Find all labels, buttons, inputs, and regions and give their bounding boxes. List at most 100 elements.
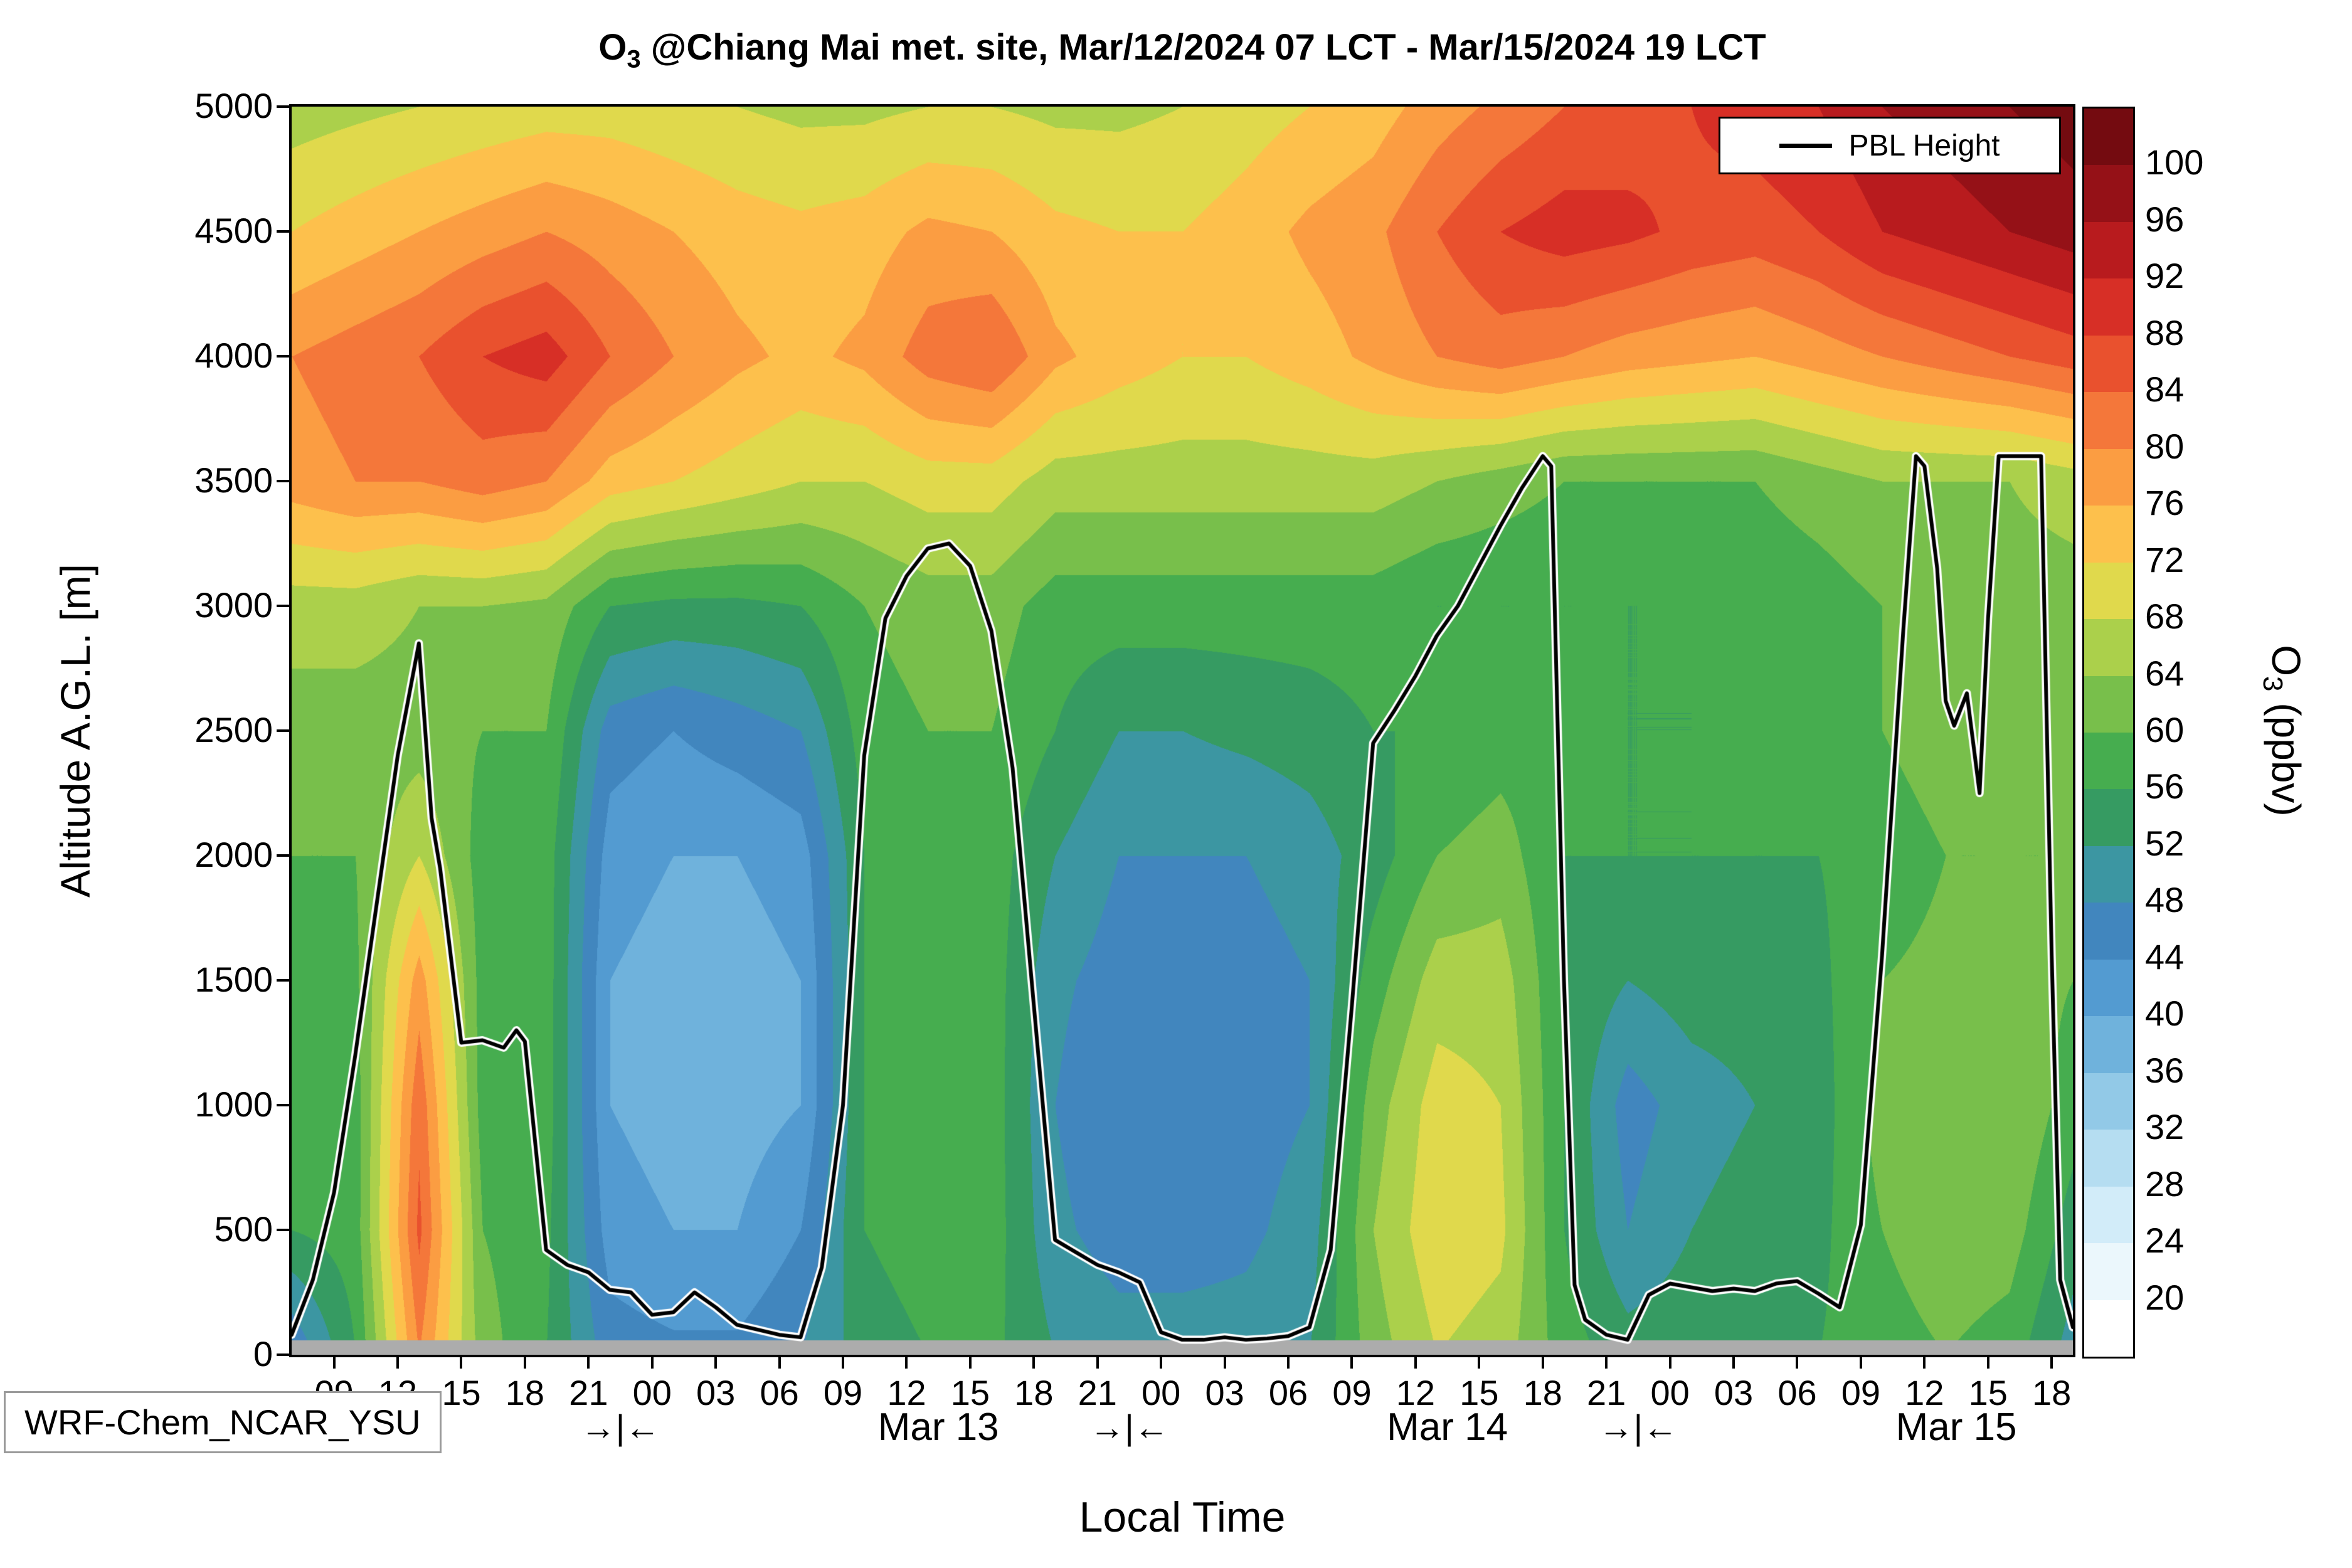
x-tickmark [1859,1355,1862,1369]
colorbar-band [2084,109,2133,166]
day-label: Mar 14 [1387,1406,1508,1449]
x-tick-label: 15 [1459,1373,1499,1412]
colorbar-label-units: (ppbv) [2263,691,2309,817]
x-tick-label: 12 [1905,1373,1944,1412]
x-tickmark [1032,1355,1036,1369]
y-tickmark [277,480,290,482]
colorbar-band [2084,619,2133,676]
colorbar-band [2084,165,2133,222]
colorbar-band [2084,1300,2133,1357]
colorbar-tick-label: 20 [2145,1277,2185,1317]
x-tick-label: 03 [696,1373,736,1412]
colorbar-tick-label: 32 [2145,1107,2185,1147]
y-tickmark [277,1353,290,1356]
colorbar-band [2084,1016,2133,1073]
x-tick-label: 12 [887,1373,926,1412]
colorbar-tick-label: 36 [2145,1050,2185,1090]
colorbar-tick-label: 92 [2145,256,2185,296]
x-tick-label: 15 [442,1373,481,1412]
x-tickmark [1160,1355,1163,1369]
x-tickmark [460,1355,463,1369]
x-tickmark [905,1355,908,1369]
colorbar-band [2084,1073,2133,1130]
colorbar-band [2084,675,2133,733]
x-tick-label: 21 [1078,1373,1117,1412]
colorbar-tick-label: 48 [2145,880,2185,920]
y-tickmark [277,105,290,108]
y-tick-label: 1500 [194,960,273,999]
y-tickmark [277,729,290,732]
y-tick-label: 4000 [194,336,273,375]
x-tick-label: 00 [632,1373,672,1412]
colorbar-band [2084,278,2133,336]
x-tickmark [968,1355,972,1369]
y-tick-label: 4500 [194,211,273,250]
x-tick-label: 09 [1841,1373,1881,1412]
colorbar-tick-label: 64 [2145,653,2185,693]
x-tickmark [778,1355,781,1369]
colorbar-tick-label: 80 [2145,426,2185,466]
colorbar-tick-label: 88 [2145,312,2185,352]
colorbar-label-subscript: 3 [2257,676,2289,692]
y-tick-label: 3500 [194,460,273,500]
title-subscript: 3 [627,45,641,73]
y-tick-label: 5000 [194,86,273,125]
x-tickmark [332,1355,336,1369]
x-tickmark [1287,1355,1290,1369]
y-tickmark [277,1229,290,1231]
day-label: Mar 15 [1895,1406,2017,1449]
pbl-line-sample-icon [1779,143,1833,148]
x-tickmark [1732,1355,1735,1369]
colorbar-tick-label: 56 [2145,766,2185,807]
x-tick-label: 06 [760,1373,799,1412]
y-tick-label: 2000 [194,835,273,874]
x-tickmark [1986,1355,1989,1369]
colorbar-band [2084,1243,2133,1300]
x-tickmark [1223,1355,1226,1369]
colorbar-tick-label: 84 [2145,369,2185,410]
colorbar-band [2084,789,2133,846]
x-tickmark [1541,1355,1544,1369]
colorbar-band [2084,1186,2133,1244]
x-tickmark [1414,1355,1417,1369]
x-tickmark [650,1355,654,1369]
y-tick-label: 1000 [194,1084,273,1124]
y-tickmark [277,979,290,982]
y-tick-label: 500 [214,1209,273,1249]
colorbar-band [2084,959,2133,1017]
model-label: WRF-Chem_NCAR_YSU [4,1391,442,1453]
y-tick-label: 2500 [194,710,273,750]
x-tickmark [1796,1355,1799,1369]
x-tick-label: 21 [1587,1373,1626,1412]
colorbar-band [2084,335,2133,393]
x-tickmark [1478,1355,1481,1369]
day-label: Mar 13 [877,1406,999,1449]
pbl-legend-label: PBL Height [1848,129,2000,162]
x-tickmark [1096,1355,1099,1369]
colorbar-tick-label: 52 [2145,823,2185,863]
colorbar-band [2084,221,2133,279]
colorbar-band [2084,506,2133,563]
colorbar-tick-label: 44 [2145,936,2185,977]
x-tickmark [396,1355,400,1369]
x-tickmark [523,1355,526,1369]
y-tickmark [277,1104,290,1106]
x-tick-label: 00 [1650,1373,1690,1412]
x-tick-label: 18 [1523,1373,1562,1412]
colorbar-band [2084,1130,2133,1187]
x-tick-label: 09 [823,1373,863,1412]
x-tick-label: 03 [1205,1373,1244,1412]
x-tick-label: 18 [2032,1373,2072,1412]
y-tick-label: 3000 [194,585,273,625]
y-tick-label: 0 [253,1334,273,1374]
x-tick-label: 00 [1142,1373,1181,1412]
x-tickmark [842,1355,845,1369]
colorbar-band [2084,845,2133,903]
colorbar-tick-label: 40 [2145,993,2185,1034]
colorbar-tick-label: 60 [2145,710,2185,750]
y-tickmark [277,355,290,358]
day-separator: →|← [1598,1407,1678,1447]
x-tick-label: 12 [1396,1373,1436,1412]
x-tick-label: 09 [1332,1373,1372,1412]
